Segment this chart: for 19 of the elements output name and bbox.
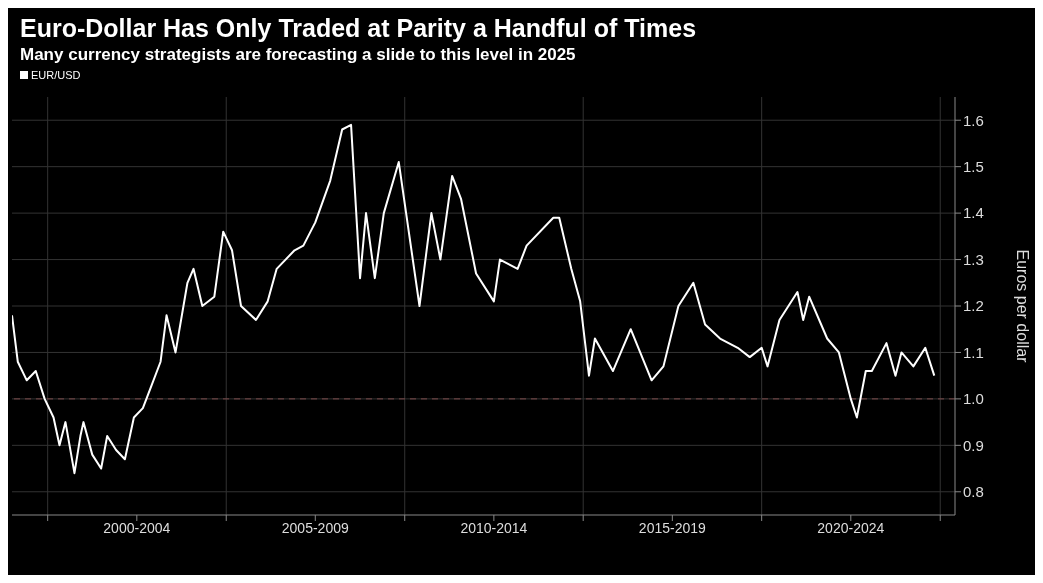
x-tick-label: 2015-2019 xyxy=(638,519,707,536)
y-tick-label: 1.1 xyxy=(963,343,984,361)
y-tick-label: 1.6 xyxy=(963,111,984,129)
y-tick-label: 0.9 xyxy=(963,436,984,454)
x-tick-label: 2005-2009 xyxy=(281,519,349,536)
line-series xyxy=(12,123,936,475)
y-tick-label: 1.5 xyxy=(963,157,984,175)
y-axis-title: Euros per dollar xyxy=(1014,249,1032,364)
x-tick-label: 2020-2024 xyxy=(817,519,885,536)
x-tick-label: 2010-2014 xyxy=(460,519,528,536)
legend-label: EUR/USD xyxy=(31,69,81,81)
chart-title: Euro-Dollar Has Only Traded at Parity a Handful of Times xyxy=(19,13,698,43)
y-tick-label: 1.0 xyxy=(963,390,984,408)
y-tick-label: 1.2 xyxy=(963,297,984,315)
chart-subtitle: Many currency strategists are forecasting a slide to this level in 2025 xyxy=(19,44,577,65)
x-tick-label: 2000-2004 xyxy=(103,519,171,536)
y-tick-label: 0.8 xyxy=(963,483,984,501)
y-tick-label: 1.3 xyxy=(963,250,984,268)
y-tick-label: 1.4 xyxy=(963,204,984,222)
